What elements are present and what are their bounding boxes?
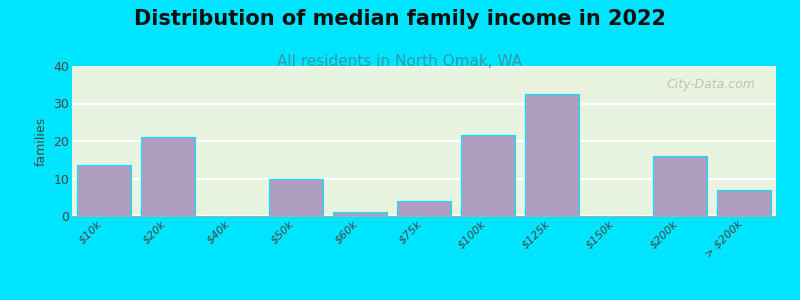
Bar (461, 135, 515, 216)
Bar (77, 165, 131, 216)
Text: Distribution of median family income in 2022: Distribution of median family income in … (134, 9, 666, 29)
Bar (717, 190, 771, 216)
Text: City-Data.com: City-Data.com (666, 78, 755, 91)
Y-axis label: families: families (34, 116, 48, 166)
Bar (653, 156, 707, 216)
Bar (525, 94, 579, 216)
Text: All residents in North Omak, WA: All residents in North Omak, WA (278, 54, 522, 69)
Bar (269, 178, 323, 216)
Bar (333, 212, 387, 216)
Bar (141, 137, 195, 216)
Bar (397, 201, 451, 216)
